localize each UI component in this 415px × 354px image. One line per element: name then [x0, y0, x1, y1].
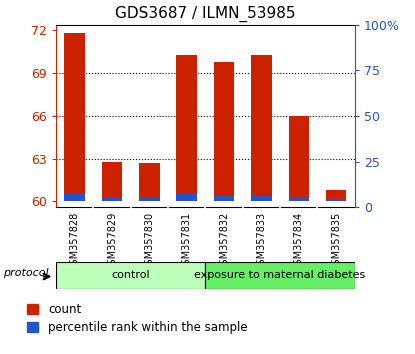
Text: control: control	[111, 270, 150, 280]
Text: exposure to maternal diabetes: exposure to maternal diabetes	[195, 270, 366, 280]
Text: GSM357831: GSM357831	[182, 211, 192, 270]
Bar	[214, 62, 234, 201]
Bar	[326, 199, 347, 201]
Text: GSM357828: GSM357828	[70, 211, 80, 271]
Text: GSM357834: GSM357834	[294, 211, 304, 270]
Text: GSM357829: GSM357829	[107, 211, 117, 271]
Text: GSM357832: GSM357832	[219, 211, 229, 271]
Bar	[326, 190, 347, 201]
Text: GSM357830: GSM357830	[144, 211, 154, 270]
Text: protocol: protocol	[3, 268, 49, 278]
Text: GSM357833: GSM357833	[256, 211, 266, 270]
Bar	[102, 161, 122, 201]
Bar	[214, 196, 234, 201]
Legend: count, percentile rank within the sample: count, percentile rank within the sample	[27, 303, 247, 334]
Text: GSM357835: GSM357835	[331, 211, 341, 271]
Bar	[139, 198, 160, 201]
Bar	[288, 116, 309, 201]
Bar	[139, 163, 160, 201]
Bar	[205, 262, 355, 289]
Bar	[56, 262, 205, 289]
Bar	[64, 194, 85, 201]
Bar	[251, 55, 272, 201]
Bar	[288, 198, 309, 201]
Bar	[176, 55, 197, 201]
Bar	[102, 198, 122, 201]
Bar	[176, 194, 197, 201]
Bar	[64, 33, 85, 201]
Bar	[251, 196, 272, 201]
Title: GDS3687 / ILMN_53985: GDS3687 / ILMN_53985	[115, 6, 295, 22]
